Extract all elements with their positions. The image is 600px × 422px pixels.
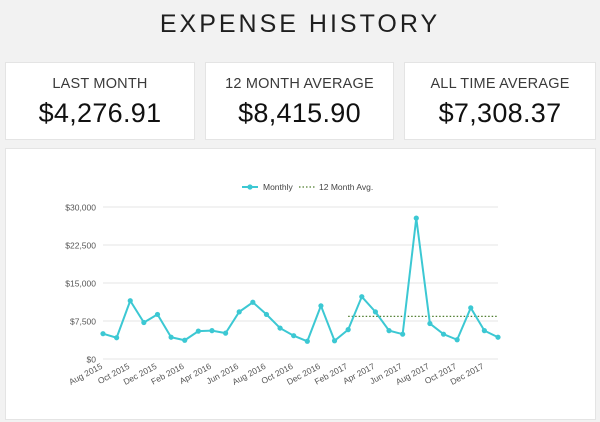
stat-card-all-time-average: ALL TIME AVERAGE $7,308.37 [404,62,596,140]
data-point[interactable] [195,328,201,334]
data-point[interactable] [182,337,188,343]
page-title: EXPENSE HISTORY [159,10,441,38]
data-point[interactable] [277,325,283,331]
legend-monthly-label: Monthly [263,182,294,192]
data-point[interactable] [141,319,147,326]
data-point[interactable] [359,294,365,300]
data-point[interactable] [386,328,392,334]
stat-value: $7,308.37 [438,98,562,128]
stat-card-last-month: LAST MONTH $4,276.91 [5,62,195,140]
stat-label: 12 MONTH AVERAGE [225,76,374,92]
data-point[interactable] [372,309,379,315]
data-point[interactable] [291,333,297,339]
data-point[interactable] [114,335,120,341]
y-tick-label: $22,500 [65,241,96,251]
data-point[interactable] [222,330,229,336]
stat-card-12-month-average: 12 MONTH AVERAGE $8,415.90 [205,62,394,140]
data-point[interactable] [345,327,351,333]
monthly-series-line [102,218,499,343]
data-point[interactable] [318,303,324,309]
data-point[interactable] [154,311,161,318]
data-point[interactable] [427,320,433,327]
y-tick-label: $7,500 [70,317,96,327]
data-point[interactable] [100,331,106,337]
stat-value: $8,415.90 [238,98,361,128]
data-point[interactable] [250,299,256,305]
data-point[interactable] [209,328,215,334]
legend-avg-label: 12 Month Avg. [319,182,373,192]
y-tick-label: $30,000 [65,203,96,213]
legend-monthly-marker [247,184,253,190]
data-point[interactable] [413,215,419,221]
y-tick-label: $15,000 [65,279,96,289]
data-point[interactable] [263,311,270,318]
stat-label: ALL TIME AVERAGE [430,76,570,92]
data-point[interactable] [304,338,310,344]
data-point[interactable] [495,334,501,340]
data-point[interactable] [454,337,460,343]
data-point[interactable] [481,328,487,334]
data-point[interactable] [468,305,474,311]
expense-chart-card: $0 $7,500 $15,000 $22,500 $30,000 Aug 2015 Oct… [5,148,596,420]
data-point[interactable] [331,338,338,344]
data-point[interactable] [440,331,447,337]
stat-label: LAST MONTH [52,76,148,92]
data-point[interactable] [127,298,133,304]
data-point[interactable] [236,309,242,315]
stat-value: $4,276.91 [38,98,162,128]
data-point[interactable] [168,334,174,340]
data-point[interactable] [400,331,406,337]
y-tick-label: $0 [87,355,97,365]
